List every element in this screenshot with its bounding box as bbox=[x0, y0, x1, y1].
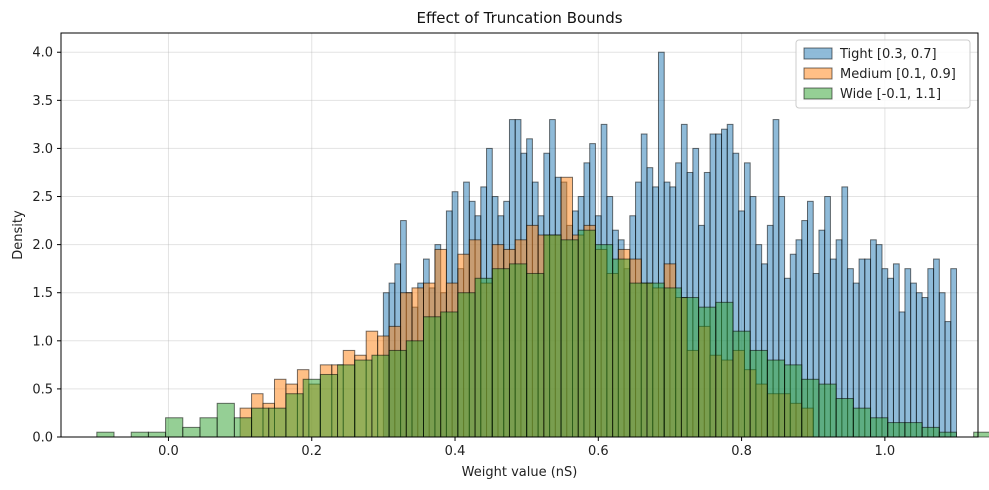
y-tick-label: 3.5 bbox=[32, 94, 53, 109]
x-tick-label: 0.8 bbox=[731, 444, 752, 459]
histogram-bar bbox=[921, 426, 940, 438]
histogram-bar bbox=[526, 272, 545, 438]
x-tick-label: 0.2 bbox=[301, 444, 322, 459]
histogram-bar bbox=[302, 378, 321, 438]
histogram-bar bbox=[910, 282, 917, 438]
histogram-bar bbox=[457, 292, 476, 438]
histogram-bar bbox=[96, 431, 115, 438]
histogram-bar bbox=[904, 268, 912, 438]
legend-swatch bbox=[803, 67, 833, 80]
chart-title: Effect of Truncation Bounds bbox=[416, 9, 622, 27]
x-tick-label: 1.0 bbox=[875, 444, 896, 459]
histogram-bar bbox=[423, 316, 442, 438]
histogram-bar bbox=[543, 234, 562, 438]
histogram-bar bbox=[646, 282, 665, 438]
histogram-bar bbox=[835, 398, 854, 438]
y-axis-title: Density bbox=[11, 210, 26, 260]
histogram-bar bbox=[216, 402, 235, 438]
histogram-bar bbox=[732, 330, 751, 438]
histogram-bar bbox=[233, 417, 253, 438]
y-tick-label: 1.5 bbox=[32, 286, 53, 301]
histogram-bar bbox=[251, 407, 270, 438]
histogram-bar bbox=[199, 417, 218, 438]
histogram-bar bbox=[915, 292, 923, 438]
histogram-bar bbox=[337, 364, 356, 438]
histogram-bar bbox=[577, 229, 596, 438]
histogram-bar bbox=[354, 359, 373, 438]
legend-label: Tight [0.3, 0.7] bbox=[839, 47, 937, 62]
histogram-bar bbox=[285, 393, 304, 438]
legend-label: Wide [-0.1, 1.1] bbox=[840, 87, 941, 102]
legend-label: Medium [0.1, 0.9] bbox=[840, 67, 956, 82]
histogram-bar bbox=[818, 383, 837, 438]
y-tick-label: 1.0 bbox=[32, 334, 53, 349]
histogram-bar bbox=[474, 277, 493, 438]
histogram-bar bbox=[933, 258, 940, 438]
histogram-bar bbox=[950, 268, 958, 438]
histogram-bar bbox=[801, 378, 820, 438]
x-tick-label: 0.6 bbox=[588, 444, 609, 459]
histogram-bar bbox=[182, 426, 201, 438]
histogram-bar bbox=[612, 258, 631, 438]
histogram-bar bbox=[663, 287, 682, 438]
histogram-bar bbox=[898, 311, 906, 438]
histogram-bar bbox=[875, 244, 883, 438]
histogram-bar bbox=[371, 354, 390, 438]
histogram-bar bbox=[927, 268, 935, 438]
legend-box bbox=[795, 39, 971, 109]
histogram-bar bbox=[680, 297, 700, 438]
histogram-bar bbox=[147, 431, 167, 438]
histogram-bar bbox=[165, 417, 184, 438]
series-2-bars bbox=[96, 229, 989, 438]
x-tick-label: 0.0 bbox=[158, 444, 179, 459]
histogram-bar bbox=[388, 349, 407, 438]
histogram-bar bbox=[870, 239, 877, 438]
histogram-bar bbox=[938, 292, 946, 438]
histogram-bar bbox=[594, 244, 614, 438]
histogram-bar bbox=[892, 263, 900, 438]
legend-swatch bbox=[803, 47, 833, 60]
y-tick-label: 2.0 bbox=[32, 238, 53, 253]
histogram-bar bbox=[268, 407, 287, 438]
histogram-bar bbox=[881, 268, 889, 438]
histogram-bar bbox=[508, 263, 528, 438]
y-tick-label: 4.0 bbox=[32, 46, 53, 61]
histogram-bar bbox=[715, 301, 734, 438]
histogram-bar bbox=[560, 239, 579, 438]
histogram-bar bbox=[749, 349, 768, 438]
histogram-bar bbox=[904, 422, 923, 438]
histogram-bar bbox=[887, 422, 906, 438]
histogram-bar bbox=[440, 311, 459, 438]
histogram-bar bbox=[766, 359, 786, 438]
histogram-bar bbox=[938, 431, 958, 438]
histogram-bar bbox=[319, 373, 339, 438]
y-tick-label: 0.5 bbox=[32, 382, 53, 397]
histogram-bar bbox=[491, 268, 510, 438]
x-axis-title: Weight value (nS) bbox=[462, 465, 578, 480]
histogram-bar bbox=[405, 340, 425, 438]
y-tick-label: 0.0 bbox=[32, 431, 53, 446]
histogram-bar bbox=[852, 407, 872, 438]
histogram-bar bbox=[698, 306, 717, 438]
y-tick-label: 2.5 bbox=[32, 190, 53, 205]
histogram-bar bbox=[629, 282, 648, 438]
y-tick-label: 3.0 bbox=[32, 142, 53, 157]
histogram-bar bbox=[870, 417, 889, 438]
histogram-bar bbox=[130, 431, 149, 438]
x-tick-label: 0.4 bbox=[445, 444, 466, 459]
plot-frame bbox=[60, 32, 979, 438]
histogram-bar bbox=[887, 277, 894, 438]
histogram-bar bbox=[921, 297, 929, 438]
axis-ticks: 0.0 0.2 0.4 0.6 0.8 1.0 0.0 0.5 1.0 1.5 2.0 2.5 3.0 3… bbox=[32, 46, 895, 459]
legend: Tight [0.3, 0.7] Medium [0.1, 0.9] Wide [-… bbox=[795, 39, 971, 109]
legend-swatch bbox=[803, 87, 833, 100]
histogram-bar bbox=[784, 364, 803, 438]
histogram-bar bbox=[944, 321, 952, 438]
histogram-bar bbox=[973, 431, 989, 438]
